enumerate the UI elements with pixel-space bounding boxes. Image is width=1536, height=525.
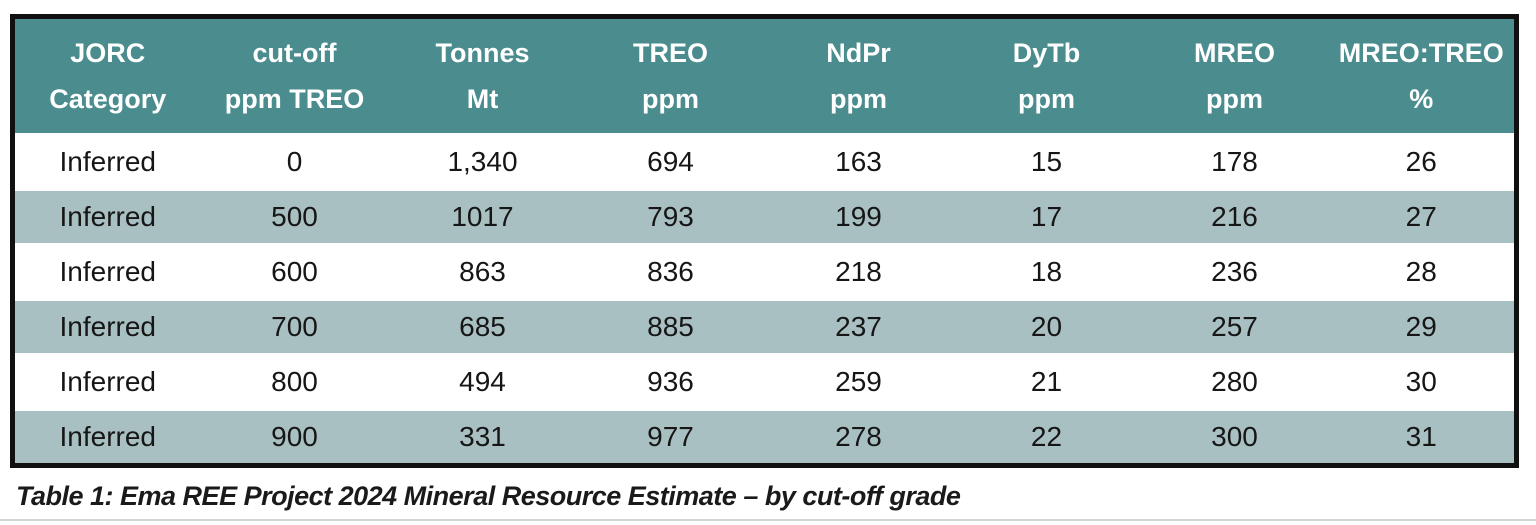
table-cell: 936: [576, 353, 765, 410]
table-row: Inferred 900 331 977 278 22 300 31: [12, 408, 1517, 466]
table-cell: 977: [576, 408, 765, 466]
header-line-1: JORC: [70, 38, 146, 68]
table-cell: 216: [1140, 188, 1329, 245]
column-header-jorc-category: JORC Category: [12, 16, 201, 135]
table-cell: 700: [200, 298, 389, 355]
table-cell: 17: [952, 188, 1141, 245]
header-line-1: Tonnes: [435, 38, 530, 68]
table-cell: 885: [576, 298, 765, 355]
table-cell: 1017: [388, 188, 577, 245]
column-header-mreo: MREO ppm: [1140, 16, 1329, 135]
column-header-mreo-treo-ratio: MREO:TREO %: [1328, 16, 1517, 135]
table-cell: Inferred: [12, 243, 201, 300]
header-line-2: ppm: [1206, 84, 1263, 114]
table-cell: Inferred: [12, 298, 201, 355]
header-line-1: TREO: [632, 38, 708, 68]
table-cell: Inferred: [12, 188, 201, 245]
table-cell: 300: [1140, 408, 1329, 466]
column-header-treo: TREO ppm: [576, 16, 765, 135]
table-cell: 199: [764, 188, 953, 245]
table-cell: 163: [764, 133, 953, 190]
table-cell: 259: [764, 353, 953, 410]
header-row: JORC Category cut-off ppm TREO Tonnes Mt…: [12, 16, 1517, 135]
table-row: Inferred 800 494 936 259 21 280 30: [12, 353, 1517, 410]
table-cell: 494: [388, 353, 577, 410]
header-line-1: cut-off: [252, 38, 337, 68]
table-cell: Inferred: [12, 133, 201, 190]
header-line-2: ppm: [830, 84, 887, 114]
table-cell: 836: [576, 243, 765, 300]
table-cell: 0: [200, 133, 389, 190]
header-line-2: Mt: [466, 84, 499, 114]
table-cell: 280: [1140, 353, 1329, 410]
table-cell: 18: [952, 243, 1141, 300]
column-header-dytb: DyTb ppm: [952, 16, 1141, 135]
table-cell: 26: [1328, 133, 1517, 190]
table-cell: 237: [764, 298, 953, 355]
header-line-1: MREO: [1194, 38, 1275, 68]
table-cell: 793: [576, 188, 765, 245]
table-cell: 800: [200, 353, 389, 410]
header-line-2: Category: [49, 84, 167, 114]
table-caption: Table 1: Ema REE Project 2024 Mineral Re…: [16, 481, 961, 511]
header-line-1: DyTb: [1012, 38, 1081, 68]
table-cell: 218: [764, 243, 953, 300]
header-line-2: %: [1409, 84, 1434, 114]
table-cell: 178: [1140, 133, 1329, 190]
table-row: Inferred 600 863 836 218 18 236 28: [12, 243, 1517, 300]
table-cell: 500: [200, 188, 389, 245]
table-cell: 28: [1328, 243, 1517, 300]
table-cell: 15: [952, 133, 1141, 190]
table-cell: 236: [1140, 243, 1329, 300]
table-cell: 30: [1328, 353, 1517, 410]
bottom-divider: [0, 519, 1536, 521]
header-line-2: ppm TREO: [224, 84, 365, 114]
table-cell: 22: [952, 408, 1141, 466]
table-row: Inferred 700 685 885 237 20 257 29: [12, 298, 1517, 355]
table-cell: 27: [1328, 188, 1517, 245]
mineral-resource-table: JORC Category cut-off ppm TREO Tonnes Mt…: [10, 14, 1519, 468]
table-cell: 278: [764, 408, 953, 466]
table-cell: 685: [388, 298, 577, 355]
table-cell: 31: [1328, 408, 1517, 466]
table-row: Inferred 0 1,340 694 163 15 178 26: [12, 133, 1517, 190]
header-line-2: ppm: [1018, 84, 1075, 114]
table-cell: 21: [952, 353, 1141, 410]
table-cell: 600: [200, 243, 389, 300]
column-header-tonnes: Tonnes Mt: [388, 16, 577, 135]
column-header-cutoff: cut-off ppm TREO: [200, 16, 389, 135]
column-header-ndpr: NdPr ppm: [764, 16, 953, 135]
table-cell: 20: [952, 298, 1141, 355]
table-cell: Inferred: [12, 408, 201, 466]
table-cell: Inferred: [12, 353, 201, 410]
table-cell: 900: [200, 408, 389, 466]
table-cell: 863: [388, 243, 577, 300]
table-cell: 331: [388, 408, 577, 466]
table-cell: 257: [1140, 298, 1329, 355]
table-cell: 1,340: [388, 133, 577, 190]
header-line-2: ppm: [642, 84, 699, 114]
table-row: Inferred 500 1017 793 199 17 216 27: [12, 188, 1517, 245]
table-cell: 694: [576, 133, 765, 190]
header-line-1: NdPr: [826, 38, 891, 68]
table-cell: 29: [1328, 298, 1517, 355]
header-line-1: MREO:TREO: [1338, 38, 1504, 68]
